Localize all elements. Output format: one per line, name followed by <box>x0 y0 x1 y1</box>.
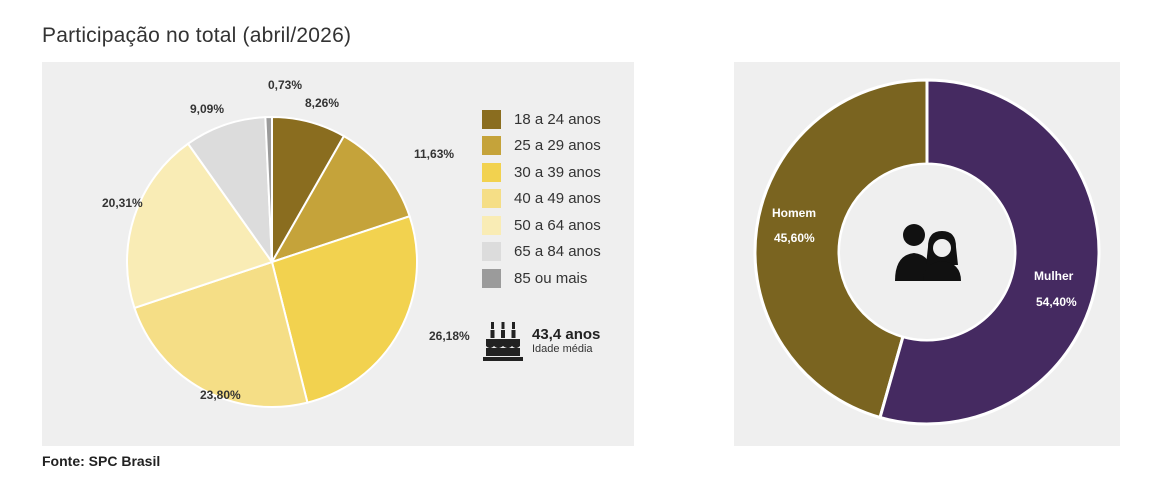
legend-label: 85 ou mais <box>514 269 588 287</box>
legend-swatch <box>482 242 501 262</box>
pie-data-label-3: 26,18% <box>429 329 470 343</box>
legend-item-1: 18 a 24 anos <box>482 106 601 133</box>
pie-data-label-6: 9,09% <box>190 102 224 116</box>
legend-swatch <box>482 109 501 129</box>
couple-icon <box>895 224 961 281</box>
legend-label: 40 a 49 anos <box>514 190 601 208</box>
pie-data-label-2: 11,63% <box>414 147 454 161</box>
age-pie-chart: 8,26% 11,63% 26,18% 23,80% 20,31% 9,09% 0,73% <box>102 78 470 408</box>
legend-item-5: 50 a 64 anos <box>482 212 601 239</box>
pie-slice-5 <box>126 142 274 310</box>
legend-swatch <box>482 136 501 156</box>
pie-data-label-7: 0,73% <box>268 78 302 92</box>
donut-slice-homem <box>753 78 929 420</box>
legend-item-7: 85 ou mais <box>482 265 601 292</box>
average-age-caption: Idade média <box>532 342 593 355</box>
pie-data-label-4: 23,80% <box>200 388 241 402</box>
source-note: Fonte: SPC Brasil <box>42 453 161 469</box>
age-legend: 18 a 24 anos 25 a 29 anos 30 a 39 anos 40 a… <box>482 106 601 292</box>
pie-slice-2 <box>269 134 411 264</box>
legend-swatch <box>482 189 501 209</box>
donut-value-label-homem: 45,60% <box>774 231 815 245</box>
legend-label: 18 a 24 anos <box>514 110 601 128</box>
legend-item-3: 30 a 39 anos <box>482 159 601 186</box>
average-age-box: 43,4 anos Idade média <box>482 320 600 362</box>
donut-value-label-mulher: 54,40% <box>1036 295 1077 309</box>
pie-data-label-5: 20,31% <box>102 196 143 210</box>
legend-label: 50 a 64 anos <box>514 216 601 234</box>
donut-hole <box>840 165 1014 339</box>
legend-swatch <box>482 162 501 182</box>
legend-item-4: 40 a 49 anos <box>482 186 601 213</box>
pie-slice-7 <box>264 115 273 263</box>
legend-label: 30 a 39 anos <box>514 163 601 181</box>
legend-label: 25 a 29 anos <box>514 137 601 155</box>
gender-donut-chart: Homem 45,60% Mulher 54,40% <box>753 78 1101 426</box>
legend-item-6: 65 a 84 anos <box>482 239 601 266</box>
legend-item-2: 25 a 29 anos <box>482 133 601 160</box>
chart-title: Participação no total (abril/2026) <box>42 24 352 47</box>
donut-slice-mulher <box>878 78 1101 426</box>
pie-slice-4 <box>133 260 309 408</box>
legend-swatch <box>482 268 501 288</box>
gender-donut-panel: Homem 45,60% Mulher 54,40% <box>734 62 1120 446</box>
pie-data-label-1: 8,26% <box>305 96 339 110</box>
donut-category-label-homem: Homem <box>772 206 816 220</box>
average-age-value: 43,4 anos <box>532 325 601 343</box>
donut-category-label-mulher: Mulher <box>1034 269 1074 283</box>
pie-slice-6 <box>186 116 274 266</box>
age-pie-panel: 8,26% 11,63% 26,18% 23,80% 20,31% 9,09% 0,73% … <box>42 62 634 446</box>
birthday-cake-icon <box>483 322 523 361</box>
legend-label: 65 a 84 anos <box>514 243 601 261</box>
legend-swatch <box>482 215 501 235</box>
pie-slice-3 <box>270 214 418 404</box>
